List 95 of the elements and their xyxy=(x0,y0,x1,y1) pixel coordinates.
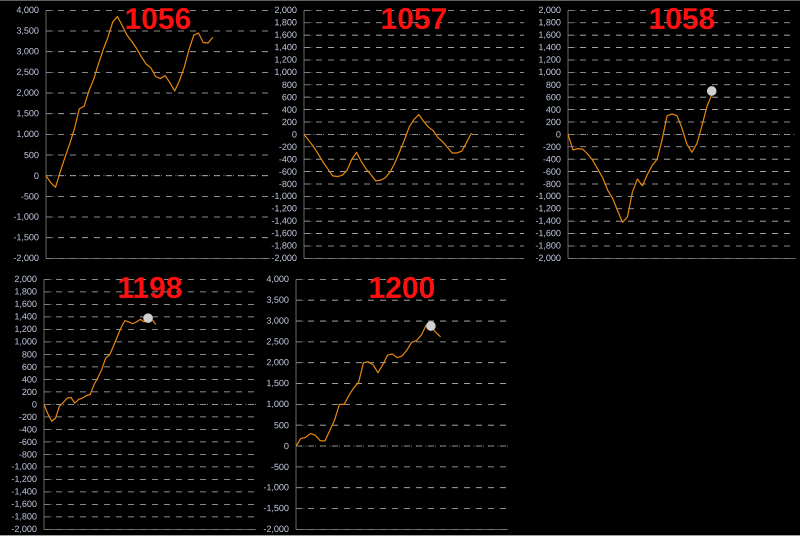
y-tick-label: -1,200 xyxy=(536,205,561,213)
y-tick-label: -1,600 xyxy=(272,230,297,238)
y-tick-label: 1,600 xyxy=(15,300,37,308)
y-tick-label: -200 xyxy=(19,414,37,420)
y-tick-label: 600 xyxy=(546,94,561,100)
y-tick-label: 1,200 xyxy=(15,326,37,334)
y-tick-label: 400 xyxy=(282,106,297,113)
y-tick-label: 1,600 xyxy=(539,32,561,40)
y-tick-label: -1,600 xyxy=(536,230,561,238)
y-tick-label: 3,500 xyxy=(16,27,39,35)
y-tick-label: -200 xyxy=(543,144,561,150)
y-tick-label: -1,000 xyxy=(14,213,39,221)
line-series xyxy=(304,114,472,182)
y-tick-label: 200 xyxy=(22,388,37,396)
y-tick-label: 200 xyxy=(282,118,297,126)
y-tick-label: 1,600 xyxy=(275,32,297,40)
y-tick-label: 1,400 xyxy=(15,313,37,321)
y-tick-label: 1,000 xyxy=(275,68,297,76)
y-tick-label: 800 xyxy=(22,351,37,358)
y-tick-label: 2,000 xyxy=(274,6,297,14)
chart-title: 1056 xyxy=(126,8,190,30)
chart-title: 1200 xyxy=(370,277,434,298)
y-tick-label: -800 xyxy=(543,180,561,188)
y-tick-label: -1,200 xyxy=(272,205,297,213)
y-tick-label: 1,000 xyxy=(267,400,289,408)
y-tick-label: -800 xyxy=(19,451,37,458)
y-tick-label: 3,500 xyxy=(266,296,289,304)
y-tick-label: 1,000 xyxy=(15,338,37,346)
y-tick-label: 2,000 xyxy=(16,89,39,97)
y-tick-label: 400 xyxy=(22,376,37,383)
y-tick-label: -2,000 xyxy=(12,526,37,534)
y-tick-label: 4,000 xyxy=(266,276,289,284)
y-tick-label: -200 xyxy=(279,144,297,150)
y-tick-label: 600 xyxy=(282,94,297,100)
y-tick-label: -600 xyxy=(279,168,297,175)
y-tick-label: 1,000 xyxy=(17,130,39,138)
y-tick-label: 1,200 xyxy=(539,56,561,64)
y-tick-label: -1,800 xyxy=(536,242,561,250)
y-tick-label: 500 xyxy=(274,422,289,429)
chart-title: 1057 xyxy=(382,8,446,30)
y-tick-label: -1,400 xyxy=(12,488,37,496)
y-tick-label: 2,500 xyxy=(16,68,39,76)
y-tick-label: 500 xyxy=(24,152,39,158)
y-tick-label: 0 xyxy=(32,401,37,408)
y-tick-label: 3,000 xyxy=(266,317,289,325)
y-tick-label: -500 xyxy=(21,193,39,200)
y-tick-label: 2,500 xyxy=(266,338,289,346)
y-tick-label: -1,400 xyxy=(536,218,561,226)
y-tick-label: 0 xyxy=(556,131,561,138)
y-tick-label: -400 xyxy=(543,156,561,162)
y-tick-label: -500 xyxy=(271,464,289,470)
y-tick-label: 2,000 xyxy=(538,6,561,14)
y-tick-label: 1,800 xyxy=(539,19,561,27)
y-tick-label: 1,500 xyxy=(17,110,39,118)
y-tick-label: -1,000 xyxy=(536,192,561,200)
y-tick-label: 3,000 xyxy=(16,48,39,56)
y-tick-label: -2,000 xyxy=(272,254,297,262)
y-tick-label: 200 xyxy=(546,118,561,126)
y-tick-label: 1,800 xyxy=(15,288,37,296)
chart-title: 1198 xyxy=(119,277,182,298)
y-tick-label: -1,500 xyxy=(14,234,39,242)
y-tick-label: -1,500 xyxy=(264,504,289,512)
y-tick-label: -600 xyxy=(543,168,561,175)
y-tick-label: 1,800 xyxy=(275,19,297,27)
y-tick-label: 800 xyxy=(546,82,561,88)
y-tick-label: 1,500 xyxy=(267,380,289,388)
y-tick-label: 1,400 xyxy=(275,44,297,52)
y-tick-label: -1,200 xyxy=(12,476,37,484)
y-tick-label: -2,000 xyxy=(264,526,289,534)
y-tick-label: 1,400 xyxy=(539,44,561,52)
y-tick-label: -2,000 xyxy=(536,254,561,262)
y-tick-label: -1,800 xyxy=(272,242,297,250)
y-tick-label: -2,000 xyxy=(14,254,39,262)
y-tick-label: -400 xyxy=(19,426,37,433)
y-tick-label: -1,000 xyxy=(12,463,37,471)
y-tick-label: 600 xyxy=(22,364,37,370)
y-tick-label: -1,000 xyxy=(272,192,297,200)
y-tick-label: 0 xyxy=(284,442,289,450)
y-tick-label: -400 xyxy=(279,156,297,162)
y-tick-label: -800 xyxy=(279,180,297,188)
y-tick-label: -1,600 xyxy=(12,500,37,508)
y-tick-label: 2,000 xyxy=(14,276,37,284)
y-tick-label: 0 xyxy=(292,131,297,138)
y-tick-label: 4,000 xyxy=(16,6,39,14)
y-tick-label: 1,000 xyxy=(539,68,561,76)
y-tick-label: 1,200 xyxy=(275,56,297,64)
y-tick-label: 2,000 xyxy=(266,359,289,367)
y-tick-label: 0 xyxy=(34,172,39,180)
y-tick-label: -600 xyxy=(19,438,37,446)
y-tick-label: -1,000 xyxy=(264,484,289,492)
y-tick-label: -1,400 xyxy=(272,218,297,226)
y-tick-label: 800 xyxy=(282,82,297,88)
y-tick-label: -1,800 xyxy=(12,513,37,521)
chart-title: 1058 xyxy=(650,8,714,30)
y-tick-label: 400 xyxy=(546,106,561,113)
